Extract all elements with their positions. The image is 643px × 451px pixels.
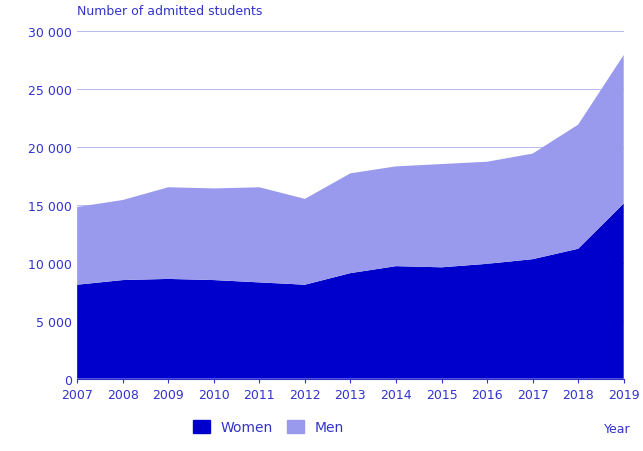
Legend: Women, Men: Women, Men bbox=[193, 420, 344, 434]
Text: Number of admitted students: Number of admitted students bbox=[77, 5, 262, 18]
Text: Year: Year bbox=[604, 422, 630, 435]
